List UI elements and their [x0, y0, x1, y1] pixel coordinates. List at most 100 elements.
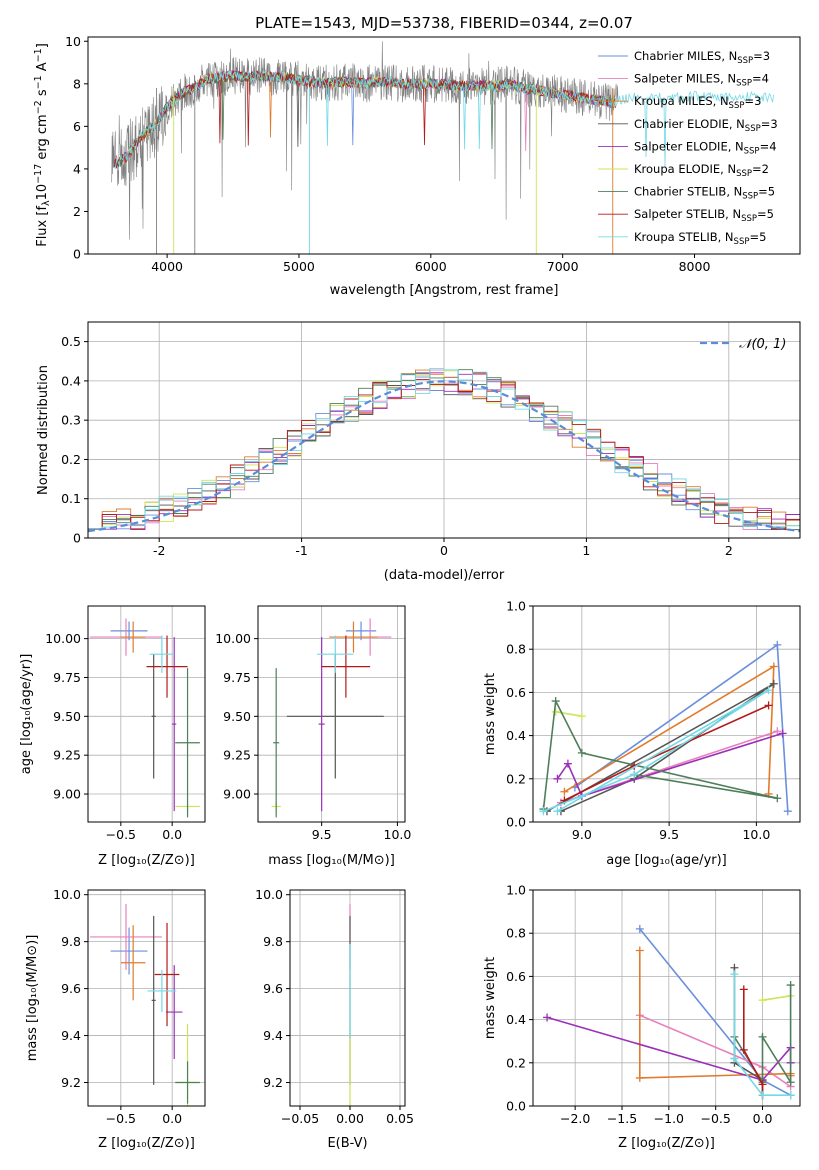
y-tick-label: 9.75 — [53, 670, 81, 685]
y-axis-label-part: λ — [41, 200, 52, 206]
histogram-8 — [88, 367, 800, 538]
legend-text: Kroupa ELODIE, N — [634, 162, 736, 176]
legend-text: Chabrier STELIB, N — [634, 185, 742, 199]
y-tick-label: 9.6 — [61, 981, 81, 996]
y-axis-label-part: ] — [35, 43, 50, 48]
weight-line-7 — [564, 704, 769, 802]
x-tick-label: −0.05 — [281, 1111, 319, 1126]
weight-marker — [758, 1080, 767, 1089]
y-tick-label: 10.0 — [53, 887, 81, 902]
panel-ebv-mass: −0.05 0.00 0.05 9.2 9.4 9.6 9.8 10.0 E(B-V) — [255, 887, 414, 1151]
y-tick-label: 0.5 — [61, 334, 81, 349]
axes-frame — [532, 889, 801, 1107]
legend-text: Salpeter ELODIE, N — [634, 139, 744, 153]
legend-text: =5 — [749, 230, 766, 244]
weight-marker — [730, 970, 739, 979]
weight-marker — [630, 770, 639, 779]
weight-line-2 — [638, 950, 792, 1079]
x-tick-label: 10.0 — [742, 827, 770, 842]
x-tick-label: 0.05 — [386, 1111, 414, 1126]
y-axis-label: mass weight — [483, 673, 498, 755]
axes-frame — [257, 605, 406, 823]
model-line-6 — [114, 70, 616, 168]
model-line-8 — [114, 70, 774, 170]
axes-frame — [532, 605, 801, 823]
y-tick-label: 9.25 — [223, 748, 251, 763]
weight-marker — [769, 662, 778, 671]
panel-residuals: -2 -1 0 1 2 0 0.1 0.2 0.3 0.4 0.5 (data-model)/erro… — [36, 321, 801, 583]
x-tick-label: -1 — [295, 543, 307, 558]
weight-marker — [635, 924, 644, 933]
weight-marker — [551, 697, 560, 706]
y-tick-label: 9.50 — [223, 709, 251, 724]
legend-sub: SSP — [729, 101, 745, 111]
x-tick-label: −0.5 — [701, 1111, 731, 1126]
y-tick-label: 2 — [73, 204, 81, 219]
x-tick-label: 9.0 — [572, 827, 592, 842]
weight-marker — [758, 1091, 767, 1100]
y-axis-label-part: s — [35, 89, 50, 100]
y-tick-label: 10 — [65, 34, 81, 49]
weight-marker — [773, 640, 782, 649]
x-tick-label: −0.5 — [106, 1111, 136, 1126]
panel-mass-age: 9.5 10.0 9.00 9.25 9.50 9.75 10.00 mass [log₁₀(… — [215, 605, 411, 868]
legend-sub: SSP — [736, 169, 752, 179]
legend-text: =3 — [744, 94, 761, 108]
y-tick-label: 0.8 — [506, 642, 526, 657]
y-axis-label-part: erg cm — [35, 114, 50, 163]
legend-entry: Chabrier STELIB, NSSP=5 — [634, 185, 775, 202]
y-axis-label: mass weight — [483, 957, 498, 1039]
weight-marker — [551, 707, 560, 716]
y-tick-label: 0.6 — [506, 685, 526, 700]
y-tick-label: 0.2 — [61, 452, 81, 467]
y-axis-label-part: −17 — [33, 164, 44, 184]
y-tick-label: 9.50 — [53, 709, 81, 724]
x-tick-label: 9.5 — [659, 827, 679, 842]
legend-entry: Kroupa ELODIE, NSSP=2 — [634, 162, 769, 179]
weight-marker — [560, 787, 569, 796]
weight-line-8 — [733, 974, 791, 1096]
legend-entry: Chabrier MILES, NSSP=3 — [634, 49, 770, 66]
x-tick-label: 2 — [725, 543, 733, 558]
panel-age-weight: 9.0 9.5 10.0 0.0 0.2 0.4 0.6 0.8 1.0 age [log₁₀(a… — [483, 599, 801, 868]
weight-marker — [635, 946, 644, 955]
legend-text: Kroupa STELIB, N — [634, 230, 734, 244]
legend-text: =3 — [753, 49, 770, 63]
gaussian-curve — [88, 380, 800, 533]
x-tick-label: 1 — [582, 543, 590, 558]
weight-marker — [783, 807, 792, 816]
legend-sub: SSP — [745, 124, 761, 134]
y-tick-label: 0.8 — [506, 926, 526, 941]
weight-marker — [577, 712, 586, 721]
x-tick-label: 0.0 — [753, 1111, 773, 1126]
x-tick-label: 0.0 — [162, 1111, 182, 1126]
y-tick-label: 0 — [73, 247, 81, 262]
legend-entry: Salpeter STELIB, NSSP=5 — [634, 207, 774, 224]
weight-line-8 — [543, 689, 770, 812]
axes-frame — [87, 321, 801, 539]
weight-marker — [773, 727, 782, 736]
legend-text: =4 — [760, 139, 777, 153]
legend-text: =5 — [758, 185, 775, 199]
legend-entry: Kroupa MILES, NSSP=3 — [634, 94, 761, 111]
x-tick-label: −1.5 — [607, 1111, 637, 1126]
y-tick-label: 9.2 — [263, 1075, 283, 1090]
legend-sub: SSP — [736, 79, 752, 89]
x-tick-label: 7000 — [547, 259, 579, 274]
y-axis-label: Normed distribution — [36, 365, 51, 495]
axes-frame — [87, 889, 206, 1107]
y-tick-label: 9.8 — [61, 934, 81, 949]
y-tick-label: 9.00 — [223, 787, 251, 802]
axes-frame — [87, 36, 801, 255]
weight-marker — [635, 1073, 644, 1082]
plot-area — [88, 367, 800, 538]
axes-frame — [289, 889, 406, 1107]
legend-text: =2 — [752, 162, 769, 176]
plot-area — [90, 618, 200, 818]
x-tick-label: 6000 — [415, 259, 447, 274]
x-axis-label: Z [log₁₀(Z/Z⊙)] — [618, 1136, 715, 1151]
chart-title: PLATE=1543, MJD=53738, FIBERID=0344, z=0… — [255, 14, 633, 32]
y-tick-label: 0.2 — [506, 1055, 526, 1070]
y-tick-label: 9.8 — [263, 934, 283, 949]
